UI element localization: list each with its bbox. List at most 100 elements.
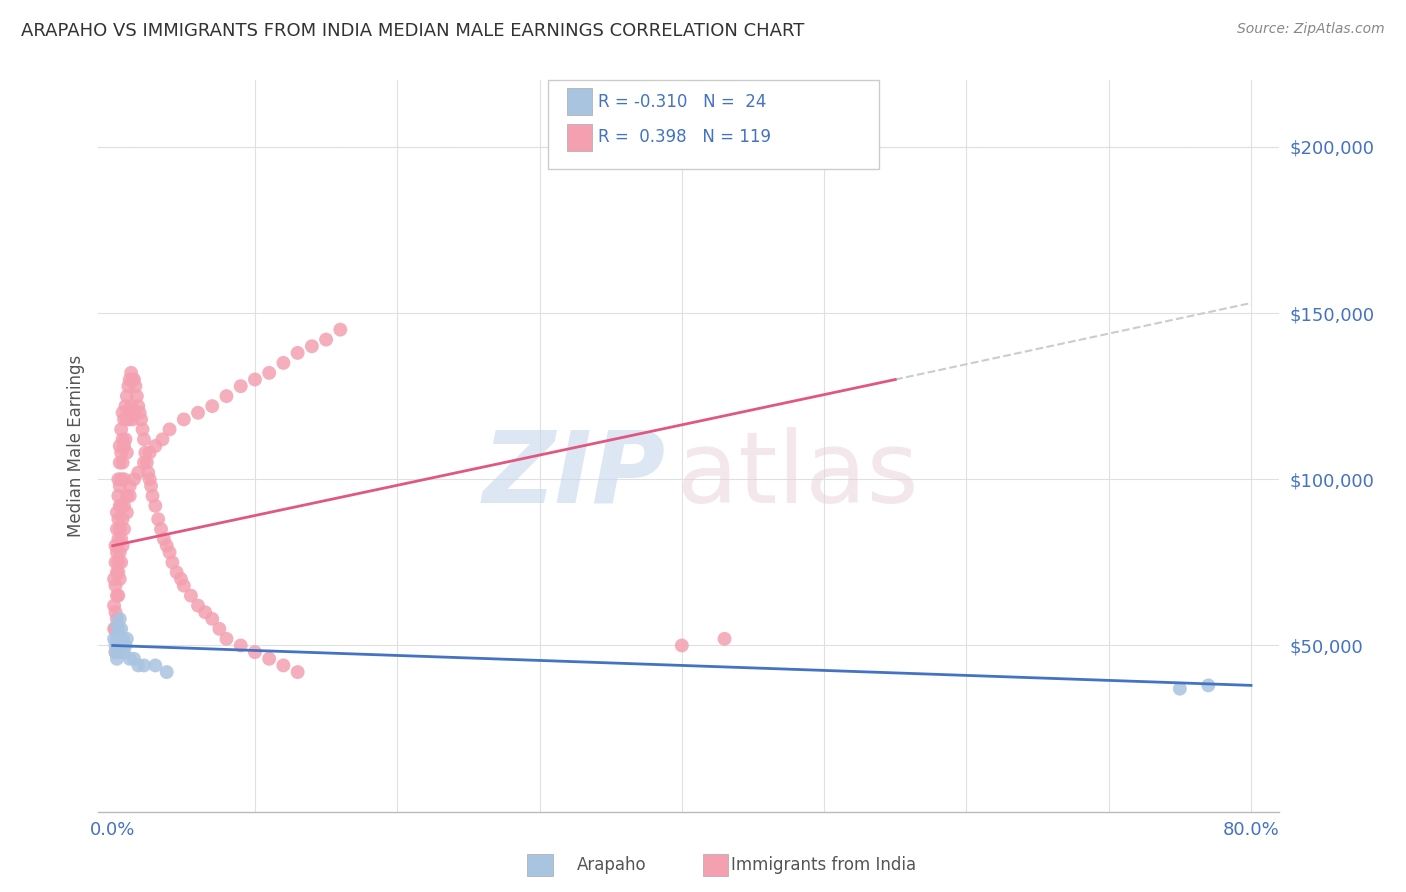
Point xyxy=(122,472,145,486)
Point xyxy=(153,532,176,546)
Point xyxy=(105,589,128,603)
Point xyxy=(129,412,152,426)
Point xyxy=(120,399,142,413)
Point xyxy=(104,555,127,569)
Y-axis label: Median Male Earnings: Median Male Earnings xyxy=(66,355,84,537)
Point xyxy=(103,599,125,613)
Text: R =  0.398   N = 119: R = 0.398 N = 119 xyxy=(598,128,770,146)
Point xyxy=(229,379,252,393)
Point xyxy=(118,652,141,666)
Point xyxy=(103,622,125,636)
Point xyxy=(121,412,143,426)
Point xyxy=(115,445,138,459)
Point xyxy=(107,566,129,580)
Point xyxy=(104,645,127,659)
Point xyxy=(107,589,129,603)
Point xyxy=(114,399,136,413)
Point xyxy=(134,445,156,459)
Point xyxy=(107,639,129,653)
Point xyxy=(128,406,150,420)
Point xyxy=(170,572,193,586)
Point xyxy=(107,489,129,503)
Text: ARAPAHO VS IMMIGRANTS FROM INDIA MEDIAN MALE EARNINGS CORRELATION CHART: ARAPAHO VS IMMIGRANTS FROM INDIA MEDIAN … xyxy=(21,22,804,40)
Point xyxy=(173,579,195,593)
Point xyxy=(105,612,128,626)
Point xyxy=(111,433,134,447)
Point xyxy=(215,632,238,646)
Point xyxy=(156,665,179,679)
Point xyxy=(143,439,166,453)
Point xyxy=(115,632,138,646)
Point xyxy=(104,539,127,553)
Point xyxy=(107,512,129,526)
Point xyxy=(315,333,337,347)
Point xyxy=(105,566,128,580)
Point xyxy=(243,645,266,659)
Point xyxy=(110,532,132,546)
Point xyxy=(118,479,141,493)
Point xyxy=(201,612,224,626)
Point xyxy=(194,605,217,619)
Point xyxy=(122,652,145,666)
Point xyxy=(111,539,134,553)
Point xyxy=(125,389,148,403)
Point xyxy=(132,433,155,447)
Point xyxy=(159,422,181,436)
Point xyxy=(150,522,173,536)
Point xyxy=(108,522,131,536)
Text: Arapaho: Arapaho xyxy=(576,856,647,874)
Point xyxy=(135,456,157,470)
Point xyxy=(124,379,146,393)
Point xyxy=(105,652,128,666)
Point xyxy=(132,456,155,470)
Point xyxy=(103,632,125,646)
Point xyxy=(104,622,127,636)
Point xyxy=(127,658,149,673)
Point xyxy=(110,445,132,459)
Point xyxy=(201,399,224,413)
Point xyxy=(329,323,352,337)
Point xyxy=(110,555,132,569)
Point xyxy=(115,389,138,403)
Point xyxy=(107,622,129,636)
Point xyxy=(104,645,127,659)
Point xyxy=(671,639,693,653)
Point xyxy=(180,589,202,603)
Point xyxy=(273,658,295,673)
Point xyxy=(122,406,145,420)
Point xyxy=(111,406,134,420)
Text: atlas: atlas xyxy=(678,426,918,524)
Point xyxy=(118,489,141,503)
Point xyxy=(108,572,131,586)
Point xyxy=(112,412,135,426)
Point xyxy=(105,506,128,520)
Point xyxy=(110,499,132,513)
Point xyxy=(112,439,135,453)
Point xyxy=(107,472,129,486)
Point xyxy=(166,566,188,580)
Point xyxy=(105,632,128,646)
Point xyxy=(1197,678,1219,692)
Point xyxy=(114,639,136,653)
Point xyxy=(108,612,131,626)
Point xyxy=(173,412,195,426)
Point xyxy=(713,632,735,646)
Point xyxy=(127,399,149,413)
Point xyxy=(141,489,163,503)
Point xyxy=(287,665,309,679)
Point xyxy=(114,433,136,447)
Point xyxy=(187,406,209,420)
Point xyxy=(243,372,266,386)
Point xyxy=(139,479,162,493)
Point xyxy=(273,356,295,370)
Point xyxy=(257,652,280,666)
Point xyxy=(112,472,135,486)
Point xyxy=(105,522,128,536)
Point xyxy=(152,433,174,447)
Point xyxy=(107,532,129,546)
Point xyxy=(215,389,238,403)
Point xyxy=(136,466,159,480)
Point xyxy=(111,456,134,470)
Text: Source: ZipAtlas.com: Source: ZipAtlas.com xyxy=(1237,22,1385,37)
Point xyxy=(122,372,145,386)
